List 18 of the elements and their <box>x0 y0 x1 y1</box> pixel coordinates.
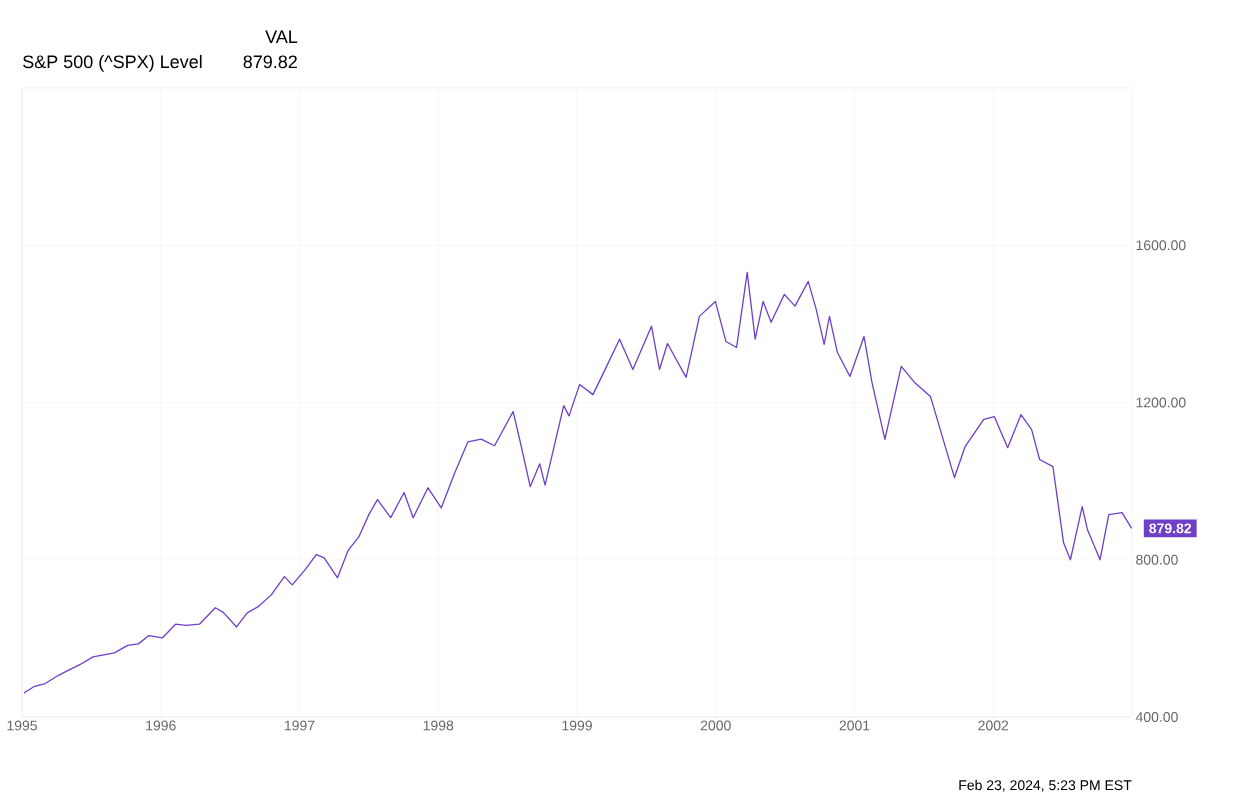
x-tick-label: 1998 <box>423 720 454 731</box>
annotation: 879.82 <box>1149 523 1192 534</box>
y-tick-label: 1200.00 <box>1136 397 1186 408</box>
text: S&P 500 (^SPX) Level <box>23 54 202 72</box>
x-tick-label: 1997 <box>285 720 315 731</box>
legend-title: VAL <box>265 30 298 43</box>
x-tick-label: 1995 <box>7 720 37 731</box>
y-tick-label: 1600.00 <box>1136 240 1186 251</box>
line-series <box>23 271 1133 694</box>
x-tick-label: 1999 <box>562 720 592 731</box>
x-tick-label: 1996 <box>146 720 176 731</box>
text: 879.82 <box>243 55 297 69</box>
text: Feb 23, 2024, 5:23 PM EST <box>959 779 1132 792</box>
y-tick-label: 800.00 <box>1136 554 1178 565</box>
x-tick-label: 2001 <box>839 720 870 731</box>
x-tick-label: 2002 <box>978 720 1009 731</box>
y-tick-label: 400.00 <box>1135 712 1178 722</box>
x-tick-label: 2000 <box>700 720 731 731</box>
